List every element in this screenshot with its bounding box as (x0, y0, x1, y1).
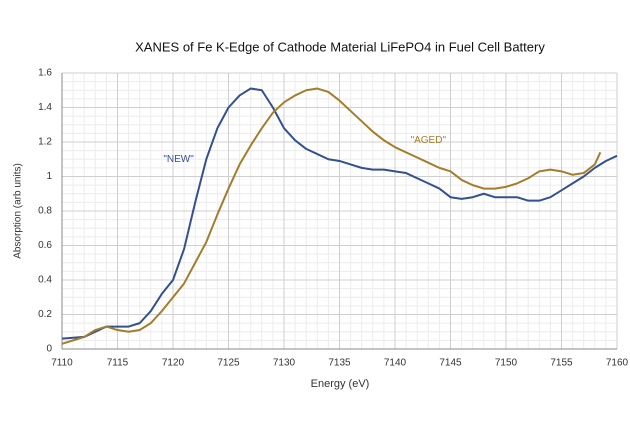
annotation: "AGED" (411, 135, 447, 146)
x-tick-label: 7135 (328, 358, 351, 369)
y-tick-label: 1.6 (38, 68, 52, 79)
x-tick-label: 7120 (162, 358, 185, 369)
x-tick-label: 7150 (495, 358, 518, 369)
x-tick-label: 7145 (439, 358, 462, 369)
y-tick-label: 0.8 (38, 206, 52, 217)
y-tick-label: 1 (46, 171, 52, 182)
x-tick-label: 7160 (606, 358, 629, 369)
y-tick-label: 0.4 (38, 275, 52, 286)
y-tick-label: 1.4 (38, 102, 52, 113)
x-tick-label: 7130 (273, 358, 296, 369)
y-axis-label: Absorption (arb units) (13, 163, 24, 259)
line-series (61, 87, 602, 345)
annotation: "NEW" (163, 154, 194, 165)
x-tick-label: 7125 (217, 358, 240, 369)
y-tick-label: 0.2 (38, 309, 52, 320)
line-series (61, 87, 618, 340)
y-tick-label: 0.6 (38, 240, 52, 251)
y-tick-label: 1.2 (38, 137, 52, 148)
chart-title: XANES of Fe K-Edge of Cathode Material L… (135, 39, 545, 54)
x-tick-label: 7155 (550, 358, 573, 369)
x-tick-label: 7115 (107, 358, 129, 369)
y-tick-label: 0 (46, 344, 52, 355)
x-tick-label: 7140 (384, 358, 407, 369)
x-axis-label: Energy (eV) (311, 378, 370, 390)
x-tick-label: 7110 (51, 358, 73, 369)
